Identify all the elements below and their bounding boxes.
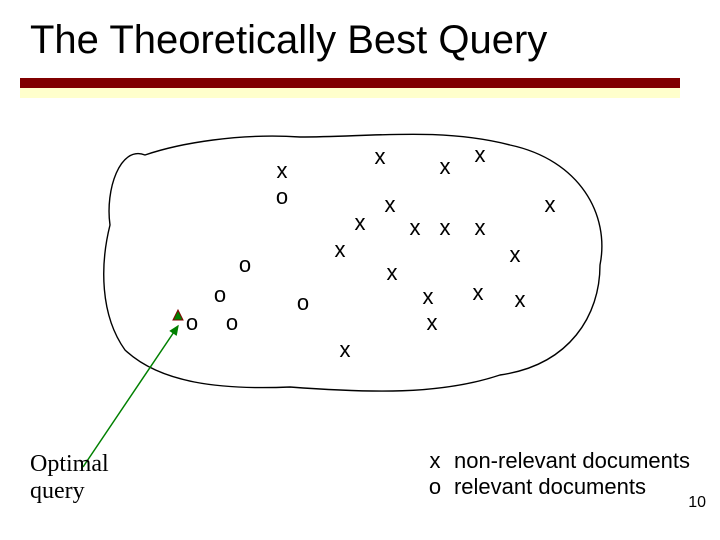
x-marker: x [475, 144, 486, 166]
x-marker: x [277, 160, 288, 182]
x-marker: x [355, 212, 366, 234]
x-marker: x [440, 217, 451, 239]
o-marker: o [186, 312, 198, 334]
title-underline-dark [20, 78, 680, 88]
x-marker: x [335, 239, 346, 261]
legend-text-o: relevant documents [454, 474, 646, 500]
x-marker: x [545, 194, 556, 216]
x-marker: x [427, 312, 438, 334]
optimal-query-caption: Optimal query [30, 451, 109, 505]
o-marker: o [276, 186, 288, 208]
x-marker: x [387, 262, 398, 284]
legend-text-x: non-relevant documents [454, 448, 690, 474]
caption-line-1: Optimal [30, 451, 109, 478]
x-marker: x [385, 194, 396, 216]
x-marker: x [375, 146, 386, 168]
o-marker: o [214, 284, 226, 306]
slide: The Theoretically Best Query xxxxxxxxxxx… [0, 0, 720, 540]
title-underline-light [20, 88, 680, 98]
legend: x non-relevant documents o relevant docu… [426, 448, 690, 500]
x-marker: x [510, 244, 521, 266]
x-marker: x [423, 286, 434, 308]
o-marker: o [226, 312, 238, 334]
slide-title: The Theoretically Best Query [30, 18, 547, 63]
legend-key-o: o [426, 474, 444, 500]
x-marker: x [410, 217, 421, 239]
legend-row-x: x non-relevant documents [426, 448, 690, 474]
x-marker: x [473, 282, 484, 304]
caption-line-2: query [30, 478, 109, 505]
legend-key-x: x [426, 448, 444, 474]
o-marker: o [297, 292, 309, 314]
scatter-diagram: xxxxxxxxxxxxxxxxxxoooooo [70, 115, 620, 405]
x-marker: x [475, 217, 486, 239]
legend-row-o: o relevant documents [426, 474, 690, 500]
x-marker: x [440, 156, 451, 178]
o-marker: o [239, 254, 251, 276]
x-marker: x [515, 289, 526, 311]
page-number: 10 [688, 494, 706, 512]
x-marker: x [340, 339, 351, 361]
optimal-query-marker [173, 310, 183, 320]
